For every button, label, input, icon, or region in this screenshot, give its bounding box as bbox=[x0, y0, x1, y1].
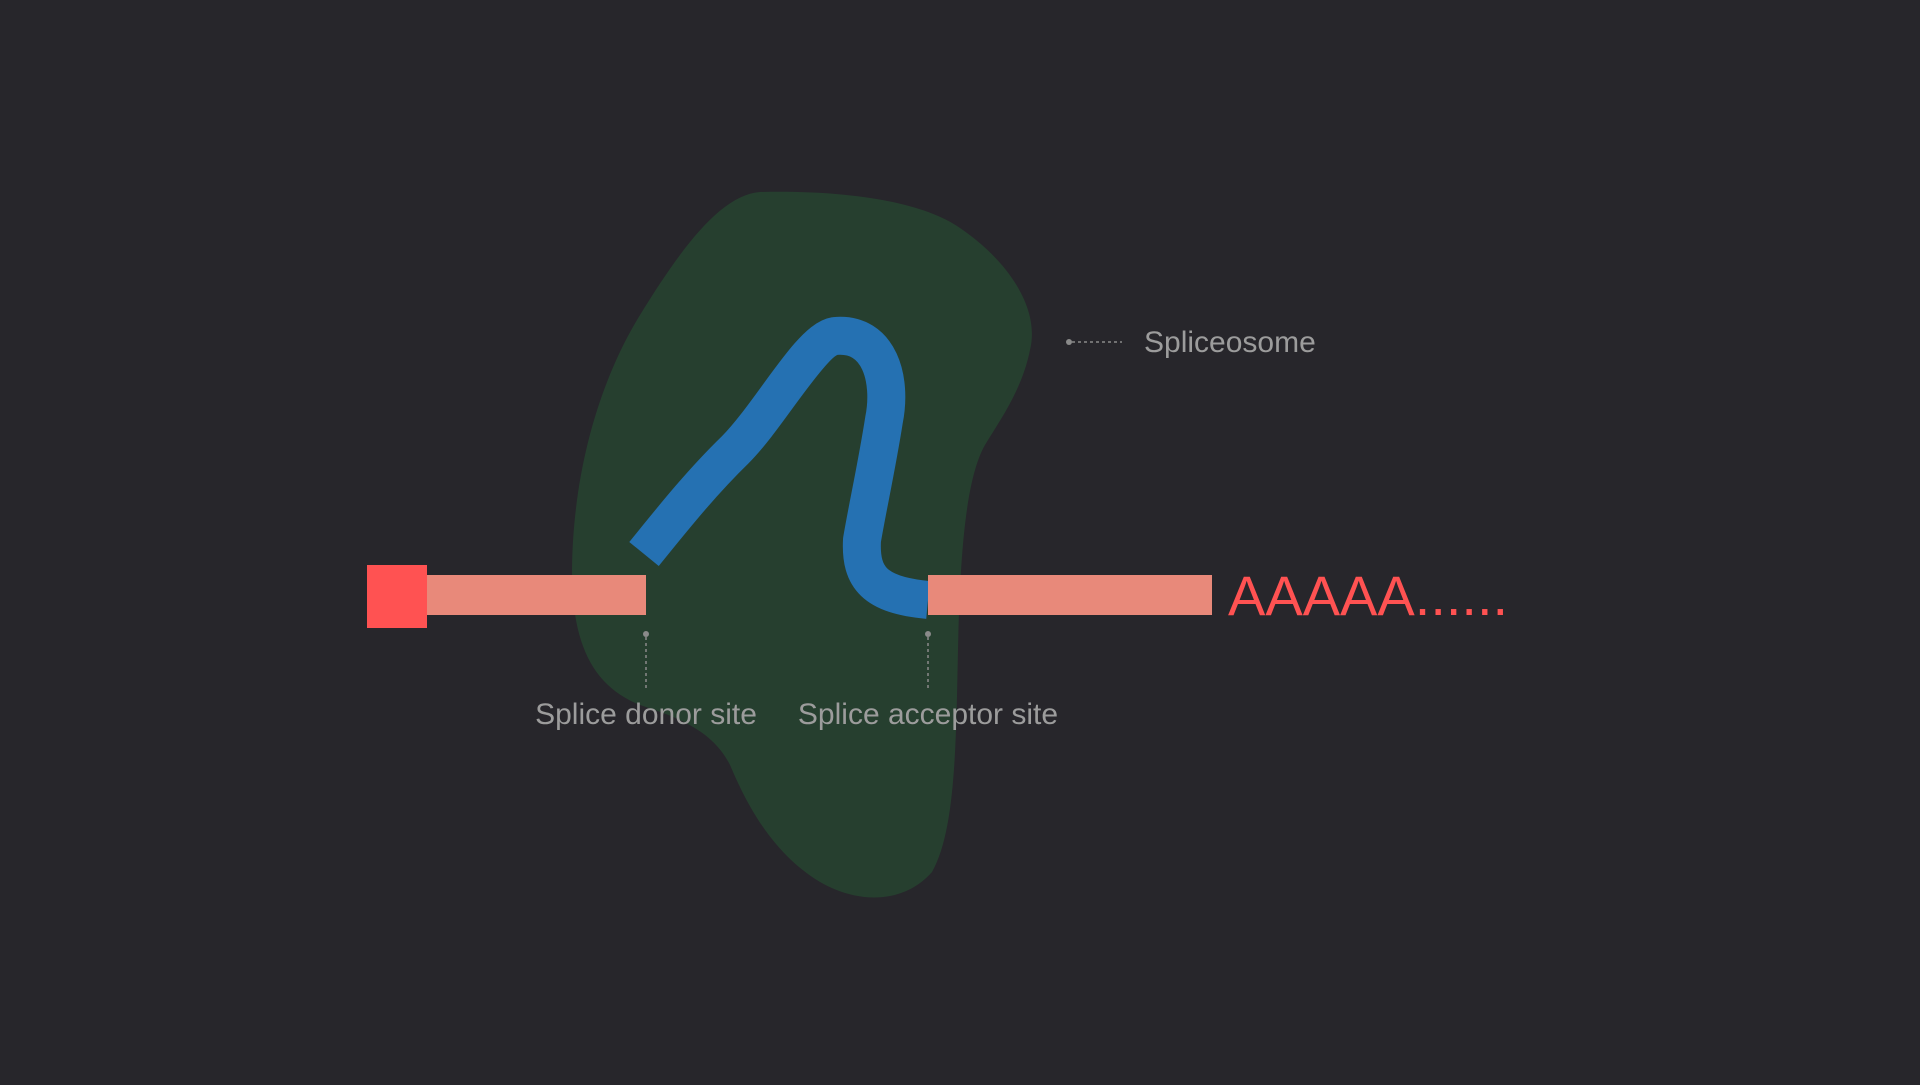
acceptor-site-label: Splice acceptor site bbox=[798, 698, 1058, 731]
donor-site-callout: Splice donor site bbox=[535, 631, 757, 731]
spliceosome-callout: Spliceosome bbox=[1066, 326, 1316, 359]
donor-site-dot bbox=[643, 631, 649, 637]
acceptor-site-dot bbox=[925, 631, 931, 637]
poly-a-tail: AAAAA...... bbox=[1228, 564, 1508, 627]
spliceosome-blob bbox=[572, 191, 1032, 898]
intron-strand bbox=[629, 316, 931, 619]
spliceosome-callout-dot bbox=[1066, 339, 1072, 345]
acceptor-site-callout: Splice acceptor site bbox=[798, 631, 1058, 731]
exon-left bbox=[427, 575, 646, 615]
spliceosome-label: Spliceosome bbox=[1144, 326, 1316, 359]
exon-right bbox=[928, 575, 1212, 615]
five-prime-cap bbox=[367, 565, 427, 628]
donor-site-label: Splice donor site bbox=[535, 698, 757, 731]
